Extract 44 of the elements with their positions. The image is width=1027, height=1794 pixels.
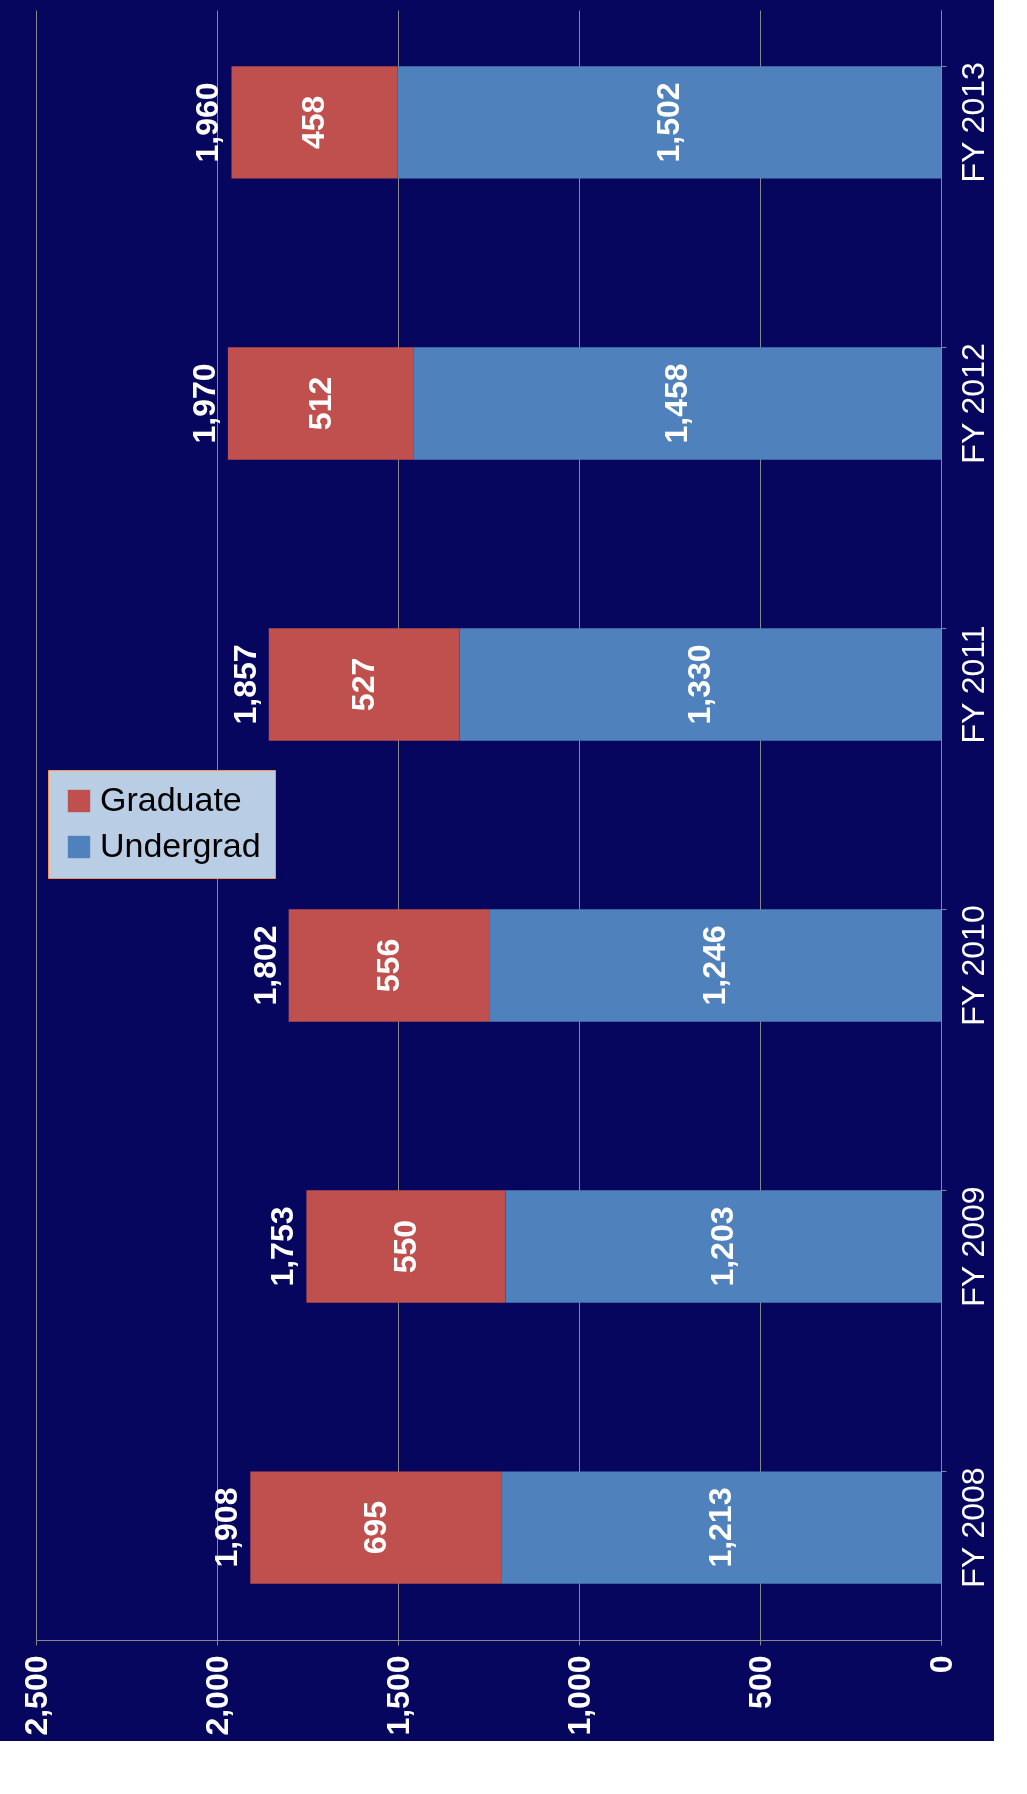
total-label: 1,802 bbox=[246, 925, 283, 1006]
legend-label: Undergrad bbox=[100, 826, 261, 864]
bar bbox=[459, 628, 941, 741]
y-tick-label: FY 2013 bbox=[954, 62, 991, 183]
total-label: 1,857 bbox=[226, 644, 263, 725]
data-label: 1,330 bbox=[681, 644, 718, 725]
bar bbox=[288, 909, 490, 1022]
data-label: 458 bbox=[295, 95, 332, 150]
total-label: 1,970 bbox=[185, 363, 222, 444]
y-tick-label: FY 2008 bbox=[954, 1467, 991, 1588]
data-label: 527 bbox=[345, 657, 382, 712]
x-tick-label: 2,500 bbox=[17, 1655, 54, 1736]
data-label: 1,458 bbox=[658, 363, 695, 444]
bar bbox=[489, 909, 941, 1022]
x-tick-label: 0 bbox=[922, 1655, 959, 1674]
y-tick-label: FY 2011 bbox=[954, 625, 991, 744]
data-label: 1,203 bbox=[704, 1206, 741, 1287]
x-tick-label: 1,500 bbox=[379, 1655, 416, 1736]
data-label: 1,246 bbox=[696, 925, 733, 1006]
data-label: 550 bbox=[386, 1219, 423, 1274]
data-label: 556 bbox=[370, 938, 407, 993]
y-tick-label: FY 2009 bbox=[954, 1186, 991, 1307]
y-tick-label: FY 2010 bbox=[954, 905, 991, 1026]
bar bbox=[306, 1190, 506, 1303]
total-label: 1,908 bbox=[208, 1487, 245, 1568]
bar bbox=[505, 1190, 941, 1303]
total-label: 1,960 bbox=[189, 82, 226, 163]
x-tick-label: 1,000 bbox=[560, 1655, 597, 1736]
bar bbox=[413, 347, 941, 460]
data-label: 512 bbox=[301, 376, 338, 431]
x-tick-label: 500 bbox=[741, 1655, 778, 1709]
legend-label: Graduate bbox=[100, 780, 242, 818]
total-label: 1,753 bbox=[264, 1206, 301, 1287]
data-label: 1,213 bbox=[702, 1487, 739, 1568]
bar bbox=[231, 66, 398, 179]
bar bbox=[501, 1471, 941, 1584]
x-tick-label: 2,000 bbox=[198, 1655, 235, 1736]
y-tick-label: FY 2012 bbox=[954, 343, 991, 464]
bar bbox=[268, 628, 460, 741]
bar bbox=[397, 66, 941, 179]
bar bbox=[250, 1471, 502, 1584]
data-label: 695 bbox=[357, 1500, 394, 1555]
bar bbox=[227, 347, 414, 460]
data-label: 1,502 bbox=[650, 82, 687, 163]
